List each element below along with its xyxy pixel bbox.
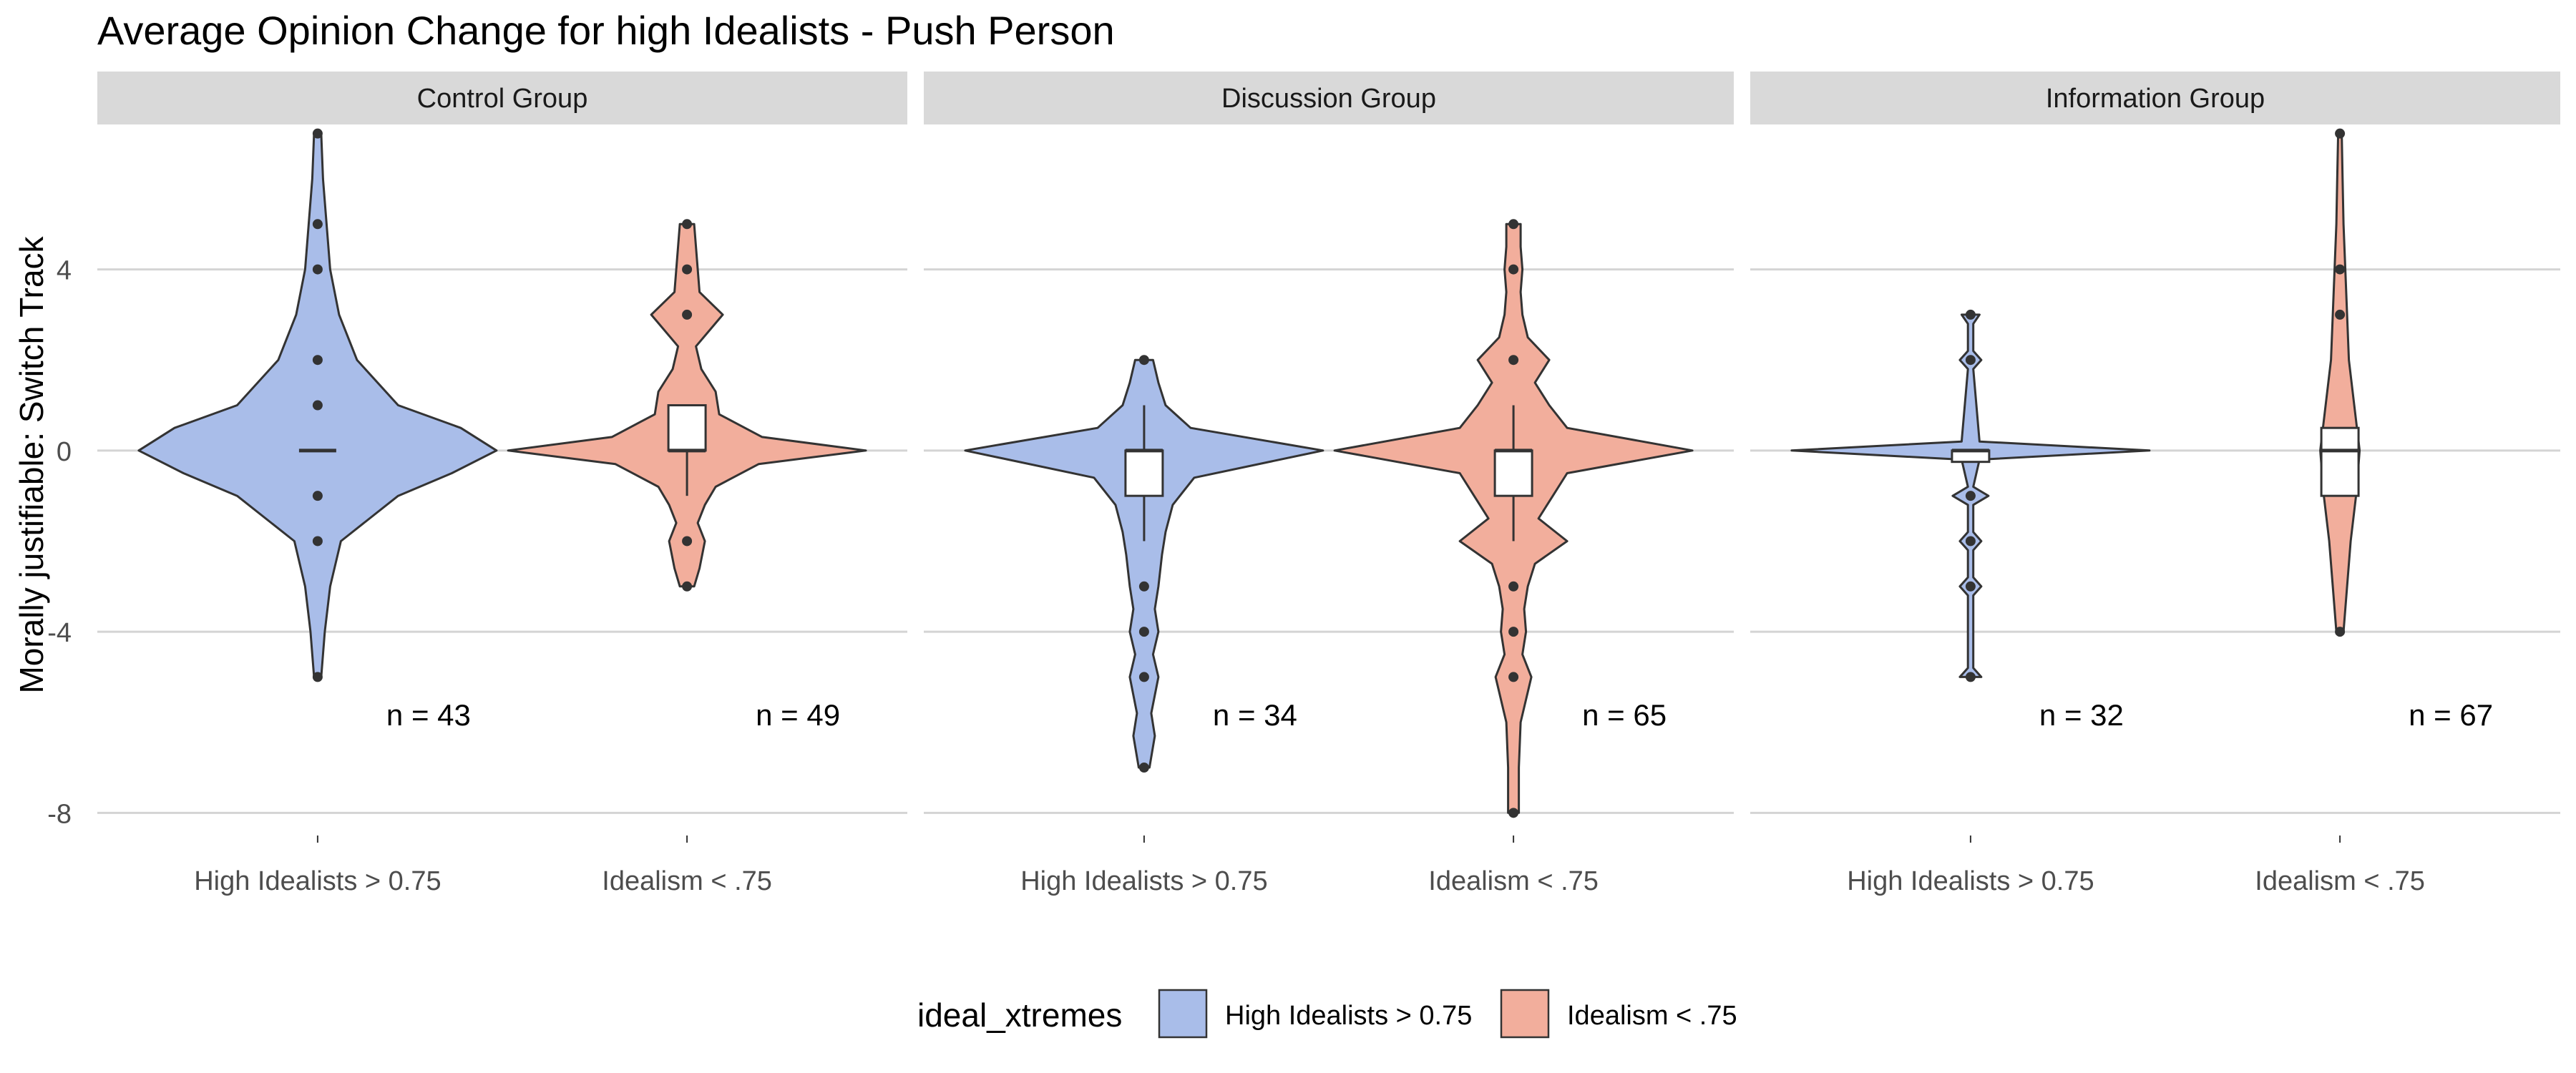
outlier-point	[1508, 264, 1519, 275]
y-tick-label: -8	[47, 799, 72, 829]
legend-label-idealism: Idealism < .75	[1567, 1001, 1737, 1031]
outlier-point	[1965, 536, 1976, 547]
outlier-point	[1508, 672, 1519, 682]
outlier-point	[682, 264, 693, 275]
violin-group-idealism-75: n = 65 Idealism < .75	[1333, 219, 1694, 896]
violin-group-idealism-75: n = 49 Idealism < .75	[507, 219, 867, 896]
facet-strip-label: Information Group	[2046, 84, 2265, 114]
x-tick-label: Idealism < .75	[2255, 866, 2425, 896]
x-tick-label: High Idealists > 0.75	[1020, 866, 1267, 896]
violin-group-high-idealists-0-75: n = 34 High Idealists > 0.75	[964, 355, 1324, 896]
outlier-point	[682, 309, 693, 320]
outlier-point	[312, 128, 323, 139]
violin-group-high-idealists-0-75: n = 43 High Idealists > 0.75	[137, 128, 498, 896]
legend-key-high-idealists	[1158, 989, 1208, 1039]
violin-group-high-idealists-0-75: n = 32 High Idealists > 0.75	[1790, 309, 2151, 896]
outlier-point	[1508, 808, 1519, 818]
outlier-point	[312, 672, 323, 682]
outlier-point	[2335, 128, 2346, 139]
n-label: n = 67	[2409, 698, 2493, 732]
chart-title: Average Opinion Change for high Idealist…	[97, 8, 1115, 53]
facet-strip	[1750, 72, 2560, 124]
outlier-point	[312, 355, 323, 366]
x-tick-label: High Idealists > 0.75	[1847, 866, 2094, 896]
box-iqr	[1124, 449, 1164, 497]
y-tick-label: -4	[47, 618, 72, 648]
outlier-point	[1508, 627, 1519, 637]
facet-strip	[924, 72, 1734, 124]
legend-label-high-idealists: High Idealists > 0.75	[1225, 1001, 1472, 1031]
n-label: n = 32	[2039, 698, 2124, 732]
outlier-point	[1965, 491, 1976, 501]
outlier-point	[2335, 264, 2346, 275]
legend-key-idealism	[1500, 989, 1550, 1039]
outlier-point	[1965, 581, 1976, 592]
outlier-point	[682, 219, 693, 230]
violin-shape	[964, 358, 1324, 769]
n-label: n = 65	[1582, 698, 1667, 732]
y-tick-label: 4	[57, 256, 72, 286]
facet-panel-discussion-group: Discussion Group n = 34 High Idealists > 0…	[924, 72, 1734, 896]
n-label: n = 43	[386, 698, 471, 732]
outlier-point	[1965, 672, 1976, 682]
violin-group-idealism-75: n = 67 Idealism < .75	[2255, 128, 2493, 896]
box-iqr	[2320, 426, 2360, 497]
facet-panels: 4 0 -4 -8 Control Group n = 43 High Idealists …	[47, 72, 2560, 896]
facet-strip-label: Discussion Group	[1221, 84, 1436, 114]
facet-strip-label: Control Group	[417, 84, 588, 114]
outlier-point	[312, 400, 323, 411]
outlier-point	[682, 581, 693, 592]
facet-strip	[97, 72, 907, 124]
outlier-point	[1965, 355, 1976, 366]
outlier-point	[312, 219, 323, 230]
n-label: n = 34	[1213, 698, 1297, 732]
legend: ideal_xtremes High Idealists > 0.75 Idea…	[917, 989, 1737, 1039]
y-tick-label: 0	[57, 437, 72, 467]
outlier-point	[1138, 355, 1149, 366]
n-label: n = 49	[756, 698, 840, 732]
outlier-point	[682, 536, 693, 547]
facet-panel-information-group: Information Group n = 32 High Idealists > …	[1750, 72, 2560, 896]
outlier-point	[1138, 581, 1149, 592]
outlier-point	[312, 264, 323, 275]
outlier-point	[2335, 627, 2346, 637]
outlier-point	[1138, 672, 1149, 682]
x-tick-label: Idealism < .75	[602, 866, 772, 896]
outlier-point	[1138, 763, 1149, 773]
x-tick-label: High Idealists > 0.75	[194, 866, 441, 896]
legend-title: ideal_xtremes	[917, 996, 1122, 1034]
facet-panel-control-group: Control Group n = 43 High Idealists > 0.75…	[97, 72, 907, 896]
outlier-point	[1508, 355, 1519, 366]
outlier-point	[1508, 219, 1519, 230]
outlier-point	[312, 536, 323, 547]
outlier-point	[1508, 581, 1519, 592]
y-axis-label: Morally justifiable: Switch Track	[13, 235, 50, 693]
violin-shape	[2319, 132, 2361, 633]
outlier-point	[312, 491, 323, 501]
outlier-point	[1138, 627, 1149, 637]
box-iqr	[1493, 449, 1533, 497]
outlier-point	[2335, 309, 2346, 320]
x-tick-label: Idealism < .75	[1428, 866, 1599, 896]
box-iqr	[667, 404, 707, 452]
outlier-point	[1965, 309, 1976, 320]
